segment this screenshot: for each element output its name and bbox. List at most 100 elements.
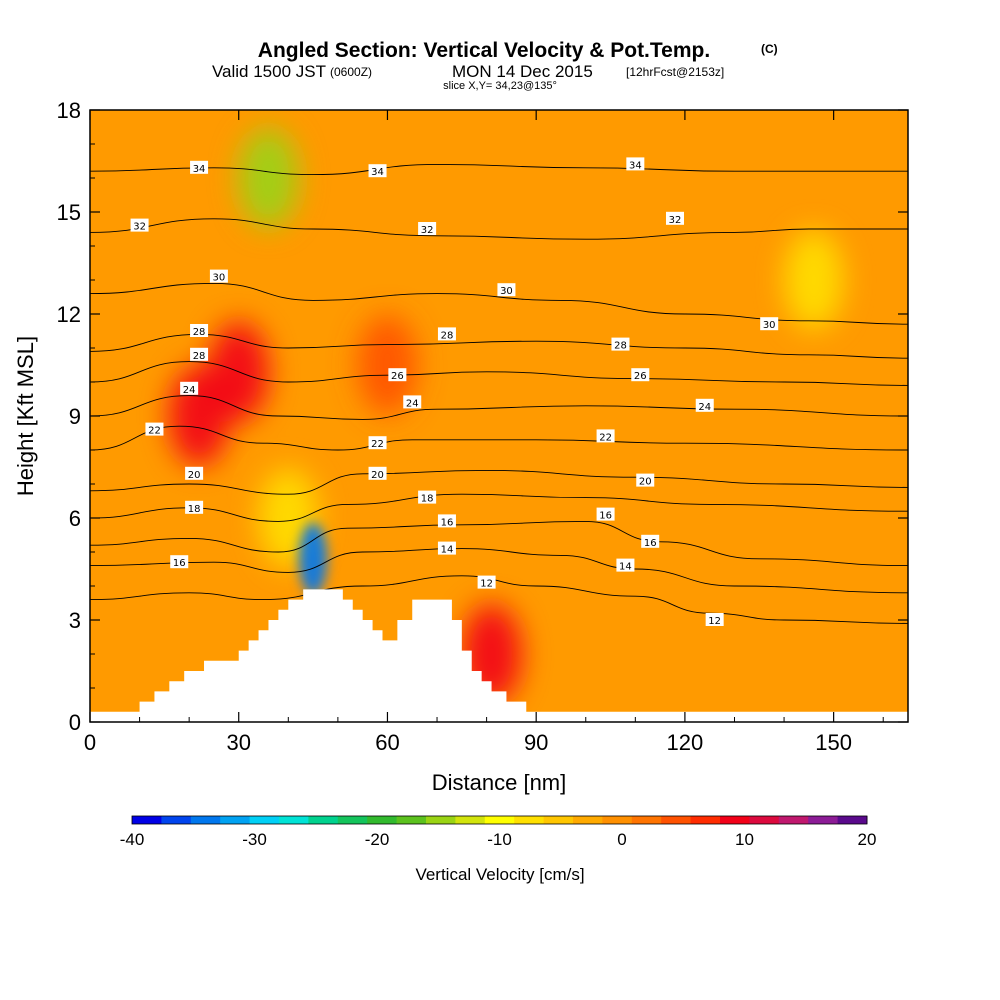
contour-label-text: 18 — [421, 494, 434, 505]
colorbar-tick-label: 20 — [858, 830, 877, 849]
colorbar-swatch — [132, 816, 162, 824]
colorbar-tick-label: -30 — [242, 830, 267, 849]
y-tick-label: 0 — [69, 710, 81, 735]
contour-label-16: 16 — [437, 514, 456, 528]
colorbar-swatch — [396, 816, 427, 824]
contour-label-28: 28 — [190, 347, 209, 362]
contour-label-text: 34 — [629, 160, 642, 171]
colorbar-swatch — [220, 816, 251, 824]
theta-contour-28 — [90, 333, 908, 359]
contour-label-text: 14 — [619, 562, 632, 573]
colorbar-swatch — [749, 816, 780, 824]
x-tick-label: 90 — [524, 730, 548, 755]
colorbar-swatch — [337, 816, 368, 824]
theta-contour-20 — [90, 469, 908, 495]
contour-label-26: 26 — [631, 368, 650, 382]
colorbar-swatch — [808, 816, 839, 824]
contour-label-text: 32 — [669, 215, 682, 226]
colorbar-swatch — [631, 816, 662, 824]
contour-label-text: 16 — [644, 538, 657, 549]
contour-label-text: 24 — [698, 402, 711, 413]
contour-label-text: 28 — [193, 327, 206, 338]
y-tick-label: 18 — [57, 98, 81, 123]
contour-label-text: 22 — [371, 439, 384, 450]
utc-time: (0600Z) — [330, 65, 372, 79]
contour-label-text: 34 — [371, 167, 384, 178]
contour-label-28: 28 — [190, 324, 209, 338]
contour-label-20: 20 — [636, 473, 655, 488]
plot-area: 12 12 14 14 16 16 16 16 18 18 20 20 20 22 22 22 24 24 24 26… — [90, 110, 908, 722]
velocity-feature-updraft — [169, 366, 230, 466]
colorbar-swatch — [367, 816, 398, 824]
colorbar-swatch — [279, 816, 309, 824]
contour-label-22: 22 — [596, 429, 615, 443]
contour-label-text: 16 — [173, 558, 186, 569]
contour-label-18: 18 — [185, 500, 204, 515]
colorbar-tick-label: -10 — [487, 830, 512, 849]
valid-date: MON 14 Dec 2015 — [452, 62, 593, 81]
contour-label-22: 22 — [368, 436, 387, 450]
x-tick-label: 150 — [815, 730, 852, 755]
velocity-feature-downdraft — [238, 128, 299, 228]
colorbar-tick-label: 10 — [735, 830, 754, 849]
contour-label-16: 16 — [170, 555, 189, 569]
contour-label-text: 28 — [614, 341, 627, 352]
theta-contour-34 — [90, 163, 908, 176]
contour-label-12: 12 — [705, 613, 724, 627]
contour-label-text: 32 — [421, 225, 434, 236]
contour-label-text: 20 — [639, 477, 652, 488]
y-axis-label: Height [Kft MSL] — [13, 336, 38, 496]
y-tick-label: 3 — [69, 608, 81, 633]
contour-label-text: 30 — [500, 286, 513, 297]
colorbar-swatch — [190, 816, 221, 824]
colorbar-swatch — [161, 816, 192, 824]
contour-label-text: 14 — [441, 545, 454, 556]
colorbar-swatch — [426, 816, 456, 824]
velocity-feature-downdraft — [783, 230, 844, 330]
contour-label-text: 20 — [188, 470, 201, 481]
contour-label-14: 14 — [437, 541, 456, 556]
colorbar-swatch — [720, 816, 750, 824]
contour-label-32: 32 — [418, 222, 437, 236]
valid-time: Valid 1500 JST — [212, 62, 326, 81]
contour-label-26: 26 — [388, 368, 407, 382]
colorbar-swatch — [308, 816, 339, 824]
x-tick-label: 0 — [84, 730, 96, 755]
contour-label-30: 30 — [760, 317, 779, 331]
contour-label-text: 16 — [599, 511, 612, 522]
contour-label-30: 30 — [209, 269, 228, 284]
contour-label-text: 24 — [183, 385, 196, 396]
y-tick-label: 12 — [57, 302, 81, 327]
contour-label-text: 28 — [441, 330, 454, 341]
contour-label-24: 24 — [403, 395, 422, 409]
velocity-feature-updraft — [357, 315, 418, 415]
contour-label-22: 22 — [145, 422, 164, 437]
colorbar-swatch — [514, 816, 545, 824]
contour-label-18: 18 — [418, 490, 437, 505]
colorbar-swatch — [837, 816, 868, 824]
units-mark: (C) — [761, 42, 778, 56]
contour-label-text: 22 — [599, 432, 612, 443]
colorbar-swatch — [661, 816, 692, 824]
x-axis: 0 30 60 90 120 150 — [84, 110, 884, 755]
velocity-feature-downdraft — [299, 522, 328, 595]
colorbar-tick-label: -20 — [365, 830, 390, 849]
contour-label-24: 24 — [695, 398, 714, 413]
theta-contour-14 — [90, 548, 908, 594]
contour-label-20: 20 — [368, 466, 387, 481]
contour-label-30: 30 — [497, 283, 516, 297]
contour-label-34: 34 — [626, 157, 645, 171]
contour-label-32: 32 — [665, 211, 684, 226]
contour-label-text: 32 — [133, 222, 146, 233]
contour-label-text: 30 — [763, 320, 776, 331]
contour-label-text: 24 — [406, 398, 419, 409]
contour-label-16: 16 — [641, 534, 660, 549]
forecast-info: [12hrFcst@2153z] — [626, 65, 724, 79]
theta-contour-30 — [90, 282, 908, 325]
y-tick-label: 6 — [69, 506, 81, 531]
slice-info: slice X,Y= 34,23@135° — [443, 80, 557, 92]
x-tick-label: 60 — [375, 730, 399, 755]
theta-contour-26 — [90, 361, 908, 386]
contour-label-12: 12 — [477, 575, 496, 590]
